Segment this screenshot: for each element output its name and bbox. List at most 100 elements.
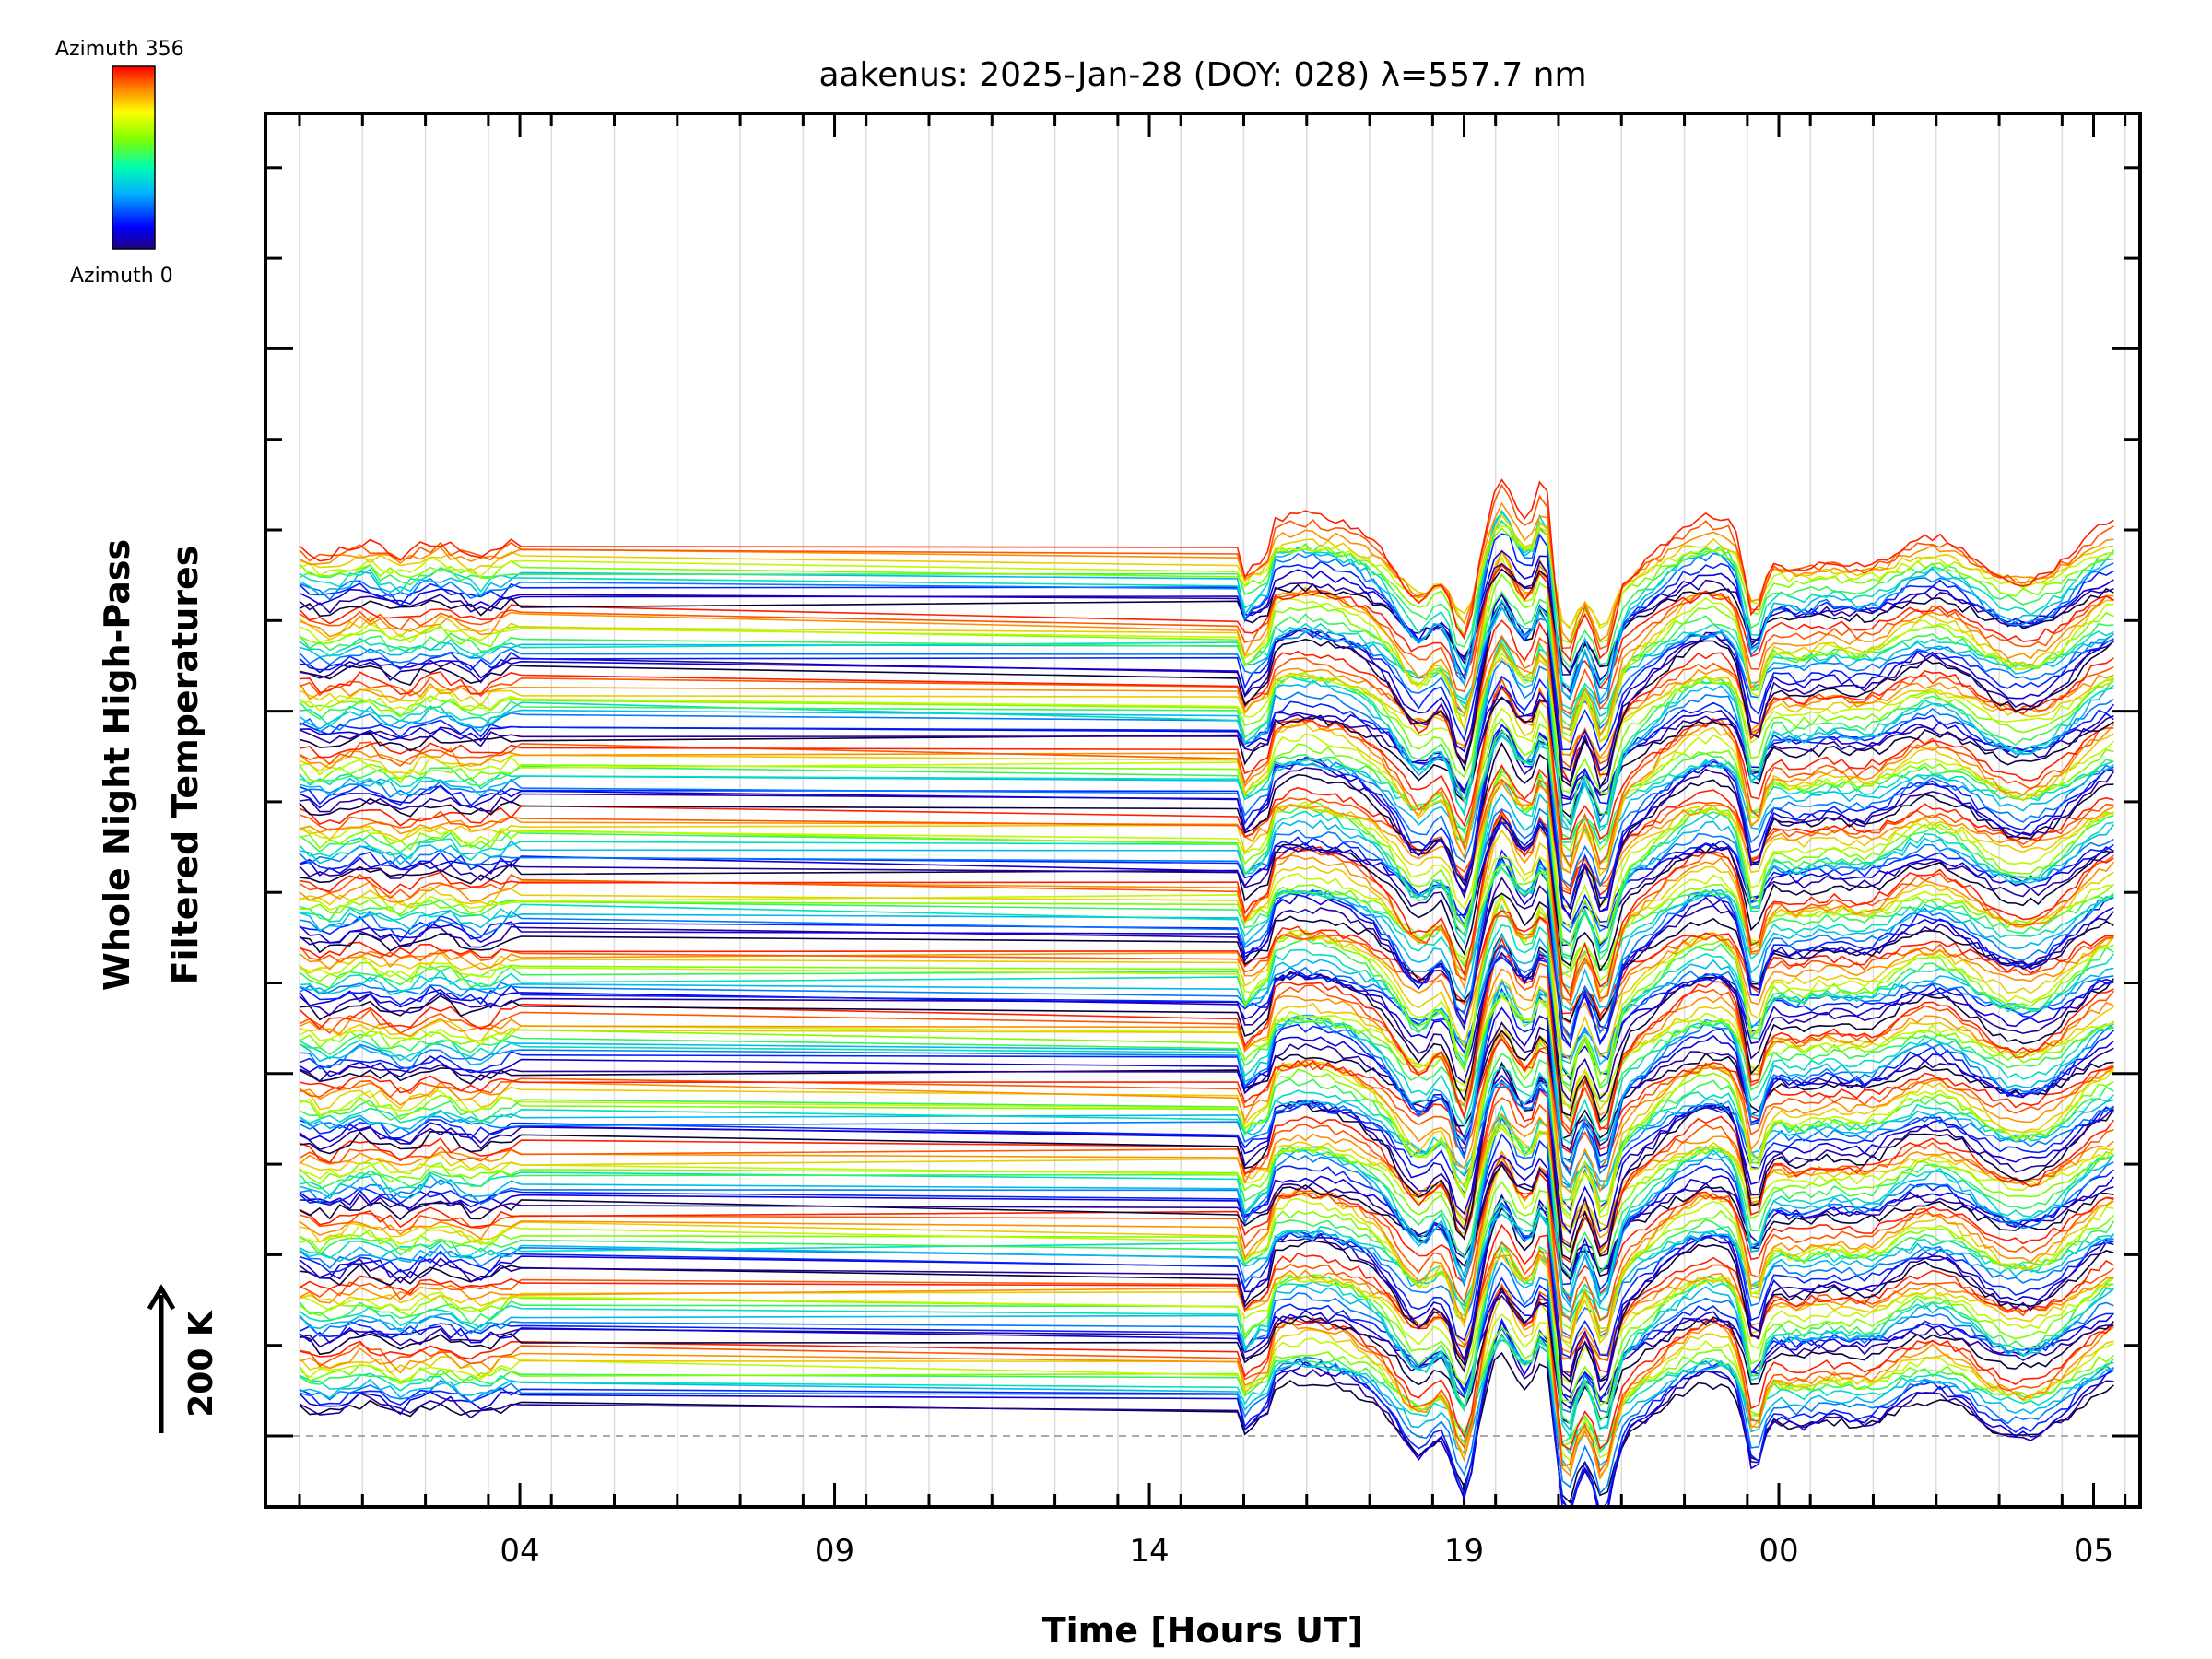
series-line: [299, 812, 2114, 1002]
series-line: [299, 818, 2114, 928]
series-line: [299, 1197, 2115, 1321]
series-line: [299, 742, 2114, 911]
series-line: [299, 591, 2114, 772]
series-line: [299, 1333, 2114, 1507]
series-line: [299, 817, 2115, 1006]
x-tick-label: 04: [500, 1533, 539, 1570]
x-tick-label: 09: [815, 1533, 854, 1570]
x-tick-labels: 04 09 14 19 00 05: [500, 1533, 2113, 1570]
series-line: [299, 1313, 2114, 1462]
series-line: [299, 781, 2114, 910]
series-line: [299, 773, 2114, 928]
x-tick-label: 14: [1129, 1533, 1169, 1570]
series-line: [299, 914, 2114, 1024]
series-layer: [299, 478, 2115, 1507]
series-line: [299, 933, 2114, 1066]
series-line: [299, 573, 2114, 738]
series-line: [299, 1114, 2115, 1309]
series-line: [299, 509, 2114, 702]
scale-arrow: 200 K: [147, 1284, 220, 1433]
plot-frame: [264, 112, 2142, 1509]
series-line: [299, 591, 2114, 728]
series-line: [299, 1163, 2114, 1281]
series-line: [299, 1246, 2114, 1406]
series-line: [299, 1241, 2114, 1440]
series-line: [299, 1194, 2114, 1394]
series-line: [299, 994, 2114, 1124]
series-line: [299, 990, 2114, 1145]
series-line: [299, 730, 2114, 841]
series-line: [299, 636, 2114, 833]
series-line: [299, 1061, 2115, 1261]
series-line: [299, 954, 2115, 1132]
series-line: [299, 645, 2114, 795]
series-line: [299, 511, 2114, 689]
x-tick-label: 05: [2074, 1533, 2113, 1570]
series-line: [299, 1288, 2114, 1481]
series-line: [299, 1032, 2114, 1171]
series-line: [299, 1206, 2114, 1383]
series-line: [299, 478, 2114, 662]
x-tick-label: 00: [1759, 1533, 1798, 1570]
series-line: [299, 641, 2115, 824]
series-line: [299, 978, 2114, 1177]
series-line: [299, 1065, 2114, 1189]
scale-arrow-head-icon: [147, 1284, 176, 1311]
series-line: [299, 1290, 2114, 1403]
colorbar-top-label: Azimuth 356: [55, 38, 184, 61]
series-line: [299, 1160, 2114, 1274]
series-line: [299, 1205, 2114, 1313]
series-line: [299, 555, 2114, 744]
series-line: [299, 687, 2114, 841]
series-line: [299, 513, 2114, 630]
series-line: [299, 936, 2114, 1136]
series-line: [299, 830, 2114, 995]
series-line: [299, 731, 2114, 888]
series-line: [299, 564, 2114, 692]
series-line: [299, 519, 2115, 670]
x-axis-label: Time [Hours UT]: [1042, 1610, 1364, 1651]
y-axis-label-line2: Filtered Temperatures: [165, 546, 206, 985]
series-line: [299, 568, 2114, 676]
series-line: [299, 910, 2114, 1041]
series-line: [299, 698, 2114, 801]
series-line: [299, 677, 2114, 869]
series-line: [299, 855, 2114, 1041]
colorbar-gradient: [112, 65, 156, 250]
series-line: [299, 1081, 2114, 1188]
scale-arrow-label: 200 K: [182, 1310, 220, 1418]
series-line: [299, 1294, 2114, 1410]
series-line: [299, 686, 2114, 877]
series-line: [299, 1126, 2115, 1235]
y-axis-label-line1: Whole Night High-Pass: [97, 539, 137, 991]
series-line: [299, 892, 2115, 1077]
series-line: [299, 483, 2114, 651]
series-line: [299, 1154, 2115, 1278]
series-line: [299, 978, 2114, 1112]
colorbar-bottom-label: Azimuth 0: [70, 265, 173, 288]
series-line: [299, 1277, 2114, 1405]
series-line: [299, 1150, 2114, 1340]
series-line: [299, 1159, 2114, 1350]
series-line: [299, 525, 2114, 629]
series-line: [299, 1286, 2115, 1452]
series-line: [299, 1116, 2114, 1305]
x-tick-label: 19: [1444, 1533, 1484, 1570]
series-line: [299, 1212, 2115, 1323]
series-line: [299, 1203, 2114, 1338]
colorbar: Azimuth 356 Azimuth 0: [55, 38, 184, 288]
series-line: [299, 1154, 2114, 1322]
series-line: [299, 501, 2114, 644]
series-line: [299, 1030, 2115, 1220]
series-line: [299, 932, 2115, 1123]
series-line: [299, 1104, 2114, 1297]
series-line: [299, 646, 2114, 831]
series-line: [299, 549, 2114, 736]
series-line: [299, 1030, 2114, 1194]
series-line: [299, 1261, 2114, 1414]
series-line: [299, 601, 2114, 752]
y-axis-label: Whole Night High-Pass Filtered Temperatu…: [97, 539, 206, 991]
series-line: [299, 1326, 2114, 1495]
series-line: [299, 562, 2114, 716]
